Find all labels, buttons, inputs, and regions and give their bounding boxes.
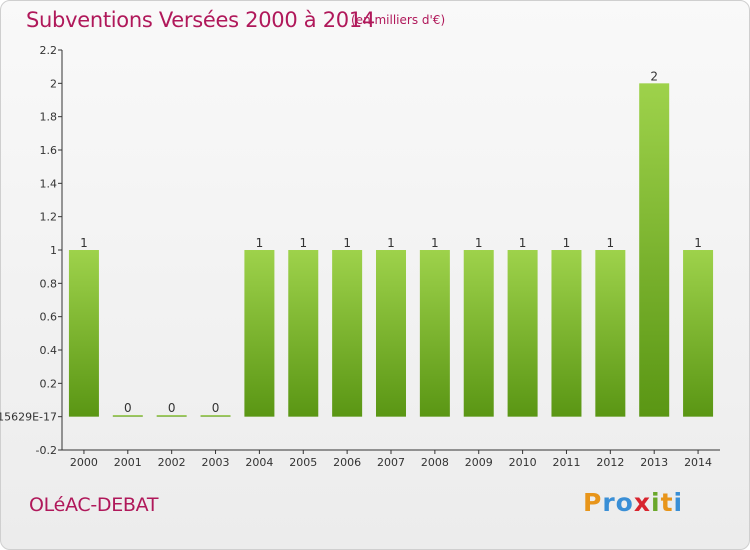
y-tick-label: 0.2 [40, 377, 58, 390]
y-tick-label: 0.8 [40, 277, 58, 290]
x-tick-label: 2011 [552, 456, 580, 469]
bar [112, 415, 143, 417]
data-label: 1 [563, 236, 571, 250]
data-label: 1 [256, 236, 264, 250]
x-tick-label: 2013 [640, 456, 668, 469]
data-label: 0 [212, 401, 220, 415]
bar [683, 250, 714, 417]
data-label: 1 [607, 236, 615, 250]
x-tick-label: 2005 [289, 456, 317, 469]
data-label: 1 [431, 236, 439, 250]
bar [156, 415, 187, 417]
y-tick-label: 1.6 [40, 144, 58, 157]
data-label: 1 [299, 236, 307, 250]
y-tick-label: -15629E-17 [0, 411, 57, 424]
bar [595, 250, 626, 417]
y-tick-label: 1.8 [40, 111, 58, 124]
logo-letter: t [660, 488, 674, 517]
x-tick-label: 2010 [509, 456, 537, 469]
x-tick-label: 2014 [684, 456, 712, 469]
bar [463, 250, 494, 417]
data-label: 1 [694, 236, 702, 250]
y-tick-label: -0.2 [36, 444, 57, 457]
x-tick-label: 2004 [245, 456, 273, 469]
x-tick-label: 2003 [202, 456, 230, 469]
x-tick-label: 2000 [70, 456, 98, 469]
data-label: 1 [475, 236, 483, 250]
bar [507, 250, 538, 417]
y-tick-label: 1.4 [40, 177, 58, 190]
bar [376, 250, 406, 417]
logo-letter: i [673, 488, 684, 517]
y-tick-label: 2.2 [40, 44, 58, 57]
bar [332, 250, 363, 417]
data-label: 1 [519, 236, 527, 250]
bar [244, 250, 275, 417]
entity-name: OLéAC-DEBAT [29, 494, 159, 516]
chart-title: Subventions Versées 2000 à 2014 [26, 8, 375, 32]
y-tick-label: 0.6 [40, 311, 58, 324]
data-label: 2 [650, 69, 658, 83]
proxiti-logo: Proxiti [583, 488, 683, 517]
bar [419, 250, 450, 417]
data-label: 0 [124, 401, 132, 415]
bar [68, 250, 99, 417]
x-tick-label: 2009 [465, 456, 493, 469]
x-tick-label: 2007 [377, 456, 405, 469]
bar [639, 83, 670, 417]
y-tick-label: 1.2 [40, 211, 58, 224]
data-label: 1 [343, 236, 351, 250]
logo-letter: o [615, 488, 634, 517]
y-tick-label: 2 [50, 77, 57, 90]
chart-subtitle: (en milliers d'€) [351, 13, 446, 27]
data-label: 1 [387, 236, 395, 250]
logo-letter: P [583, 488, 603, 517]
bar [200, 415, 231, 417]
bar [288, 250, 319, 417]
x-tick-label: 2012 [596, 456, 624, 469]
y-tick-label: 0.4 [40, 344, 58, 357]
logo-letter: x [633, 488, 651, 517]
x-tick-label: 2006 [333, 456, 361, 469]
logo-letter: i [651, 488, 661, 517]
bar [551, 250, 582, 417]
data-label: 1 [80, 236, 88, 250]
y-tick-label: 1 [50, 244, 57, 257]
x-tick-label: 2001 [114, 456, 142, 469]
x-tick-label: 2002 [158, 456, 186, 469]
data-label: 0 [168, 401, 176, 415]
logo-letter: r [602, 488, 616, 517]
x-tick-label: 2008 [421, 456, 449, 469]
